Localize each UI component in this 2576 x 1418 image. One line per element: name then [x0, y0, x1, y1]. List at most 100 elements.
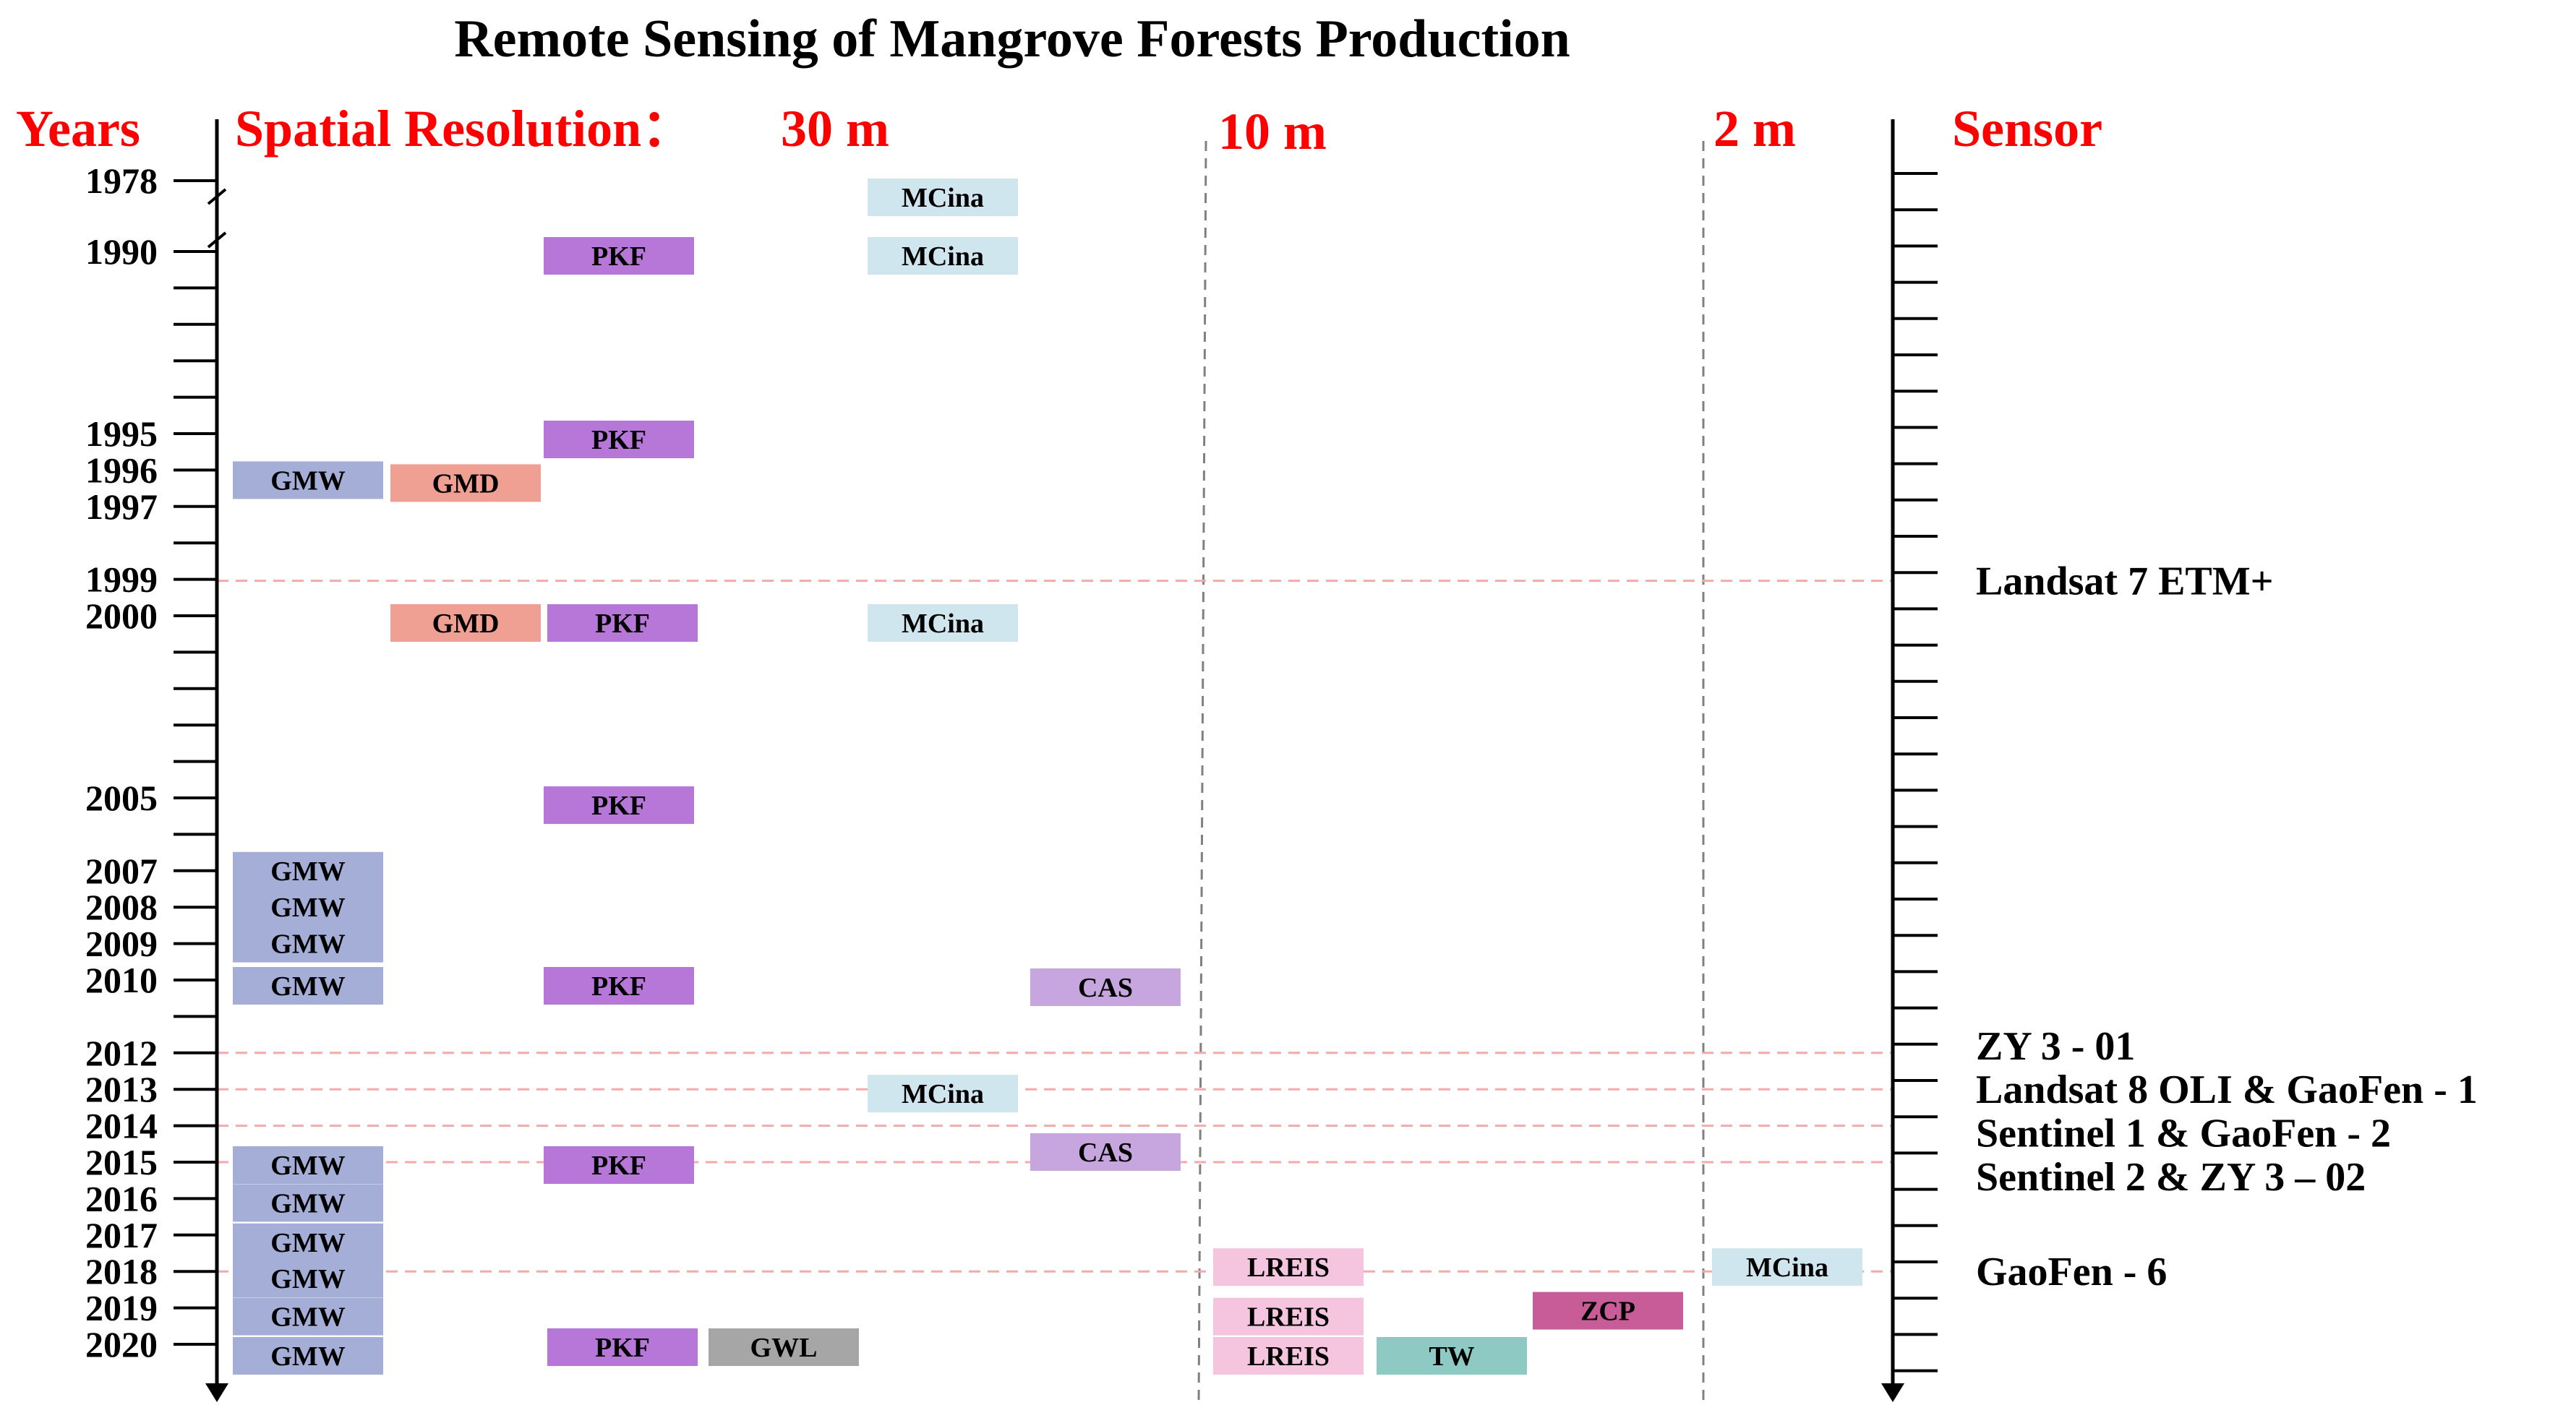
dataset-box-label: GMW: [270, 1188, 345, 1219]
dataset-box-mcina: MCina: [868, 1075, 1018, 1113]
dataset-box-fill: [233, 1260, 383, 1298]
dataset-box-fill: [233, 1337, 383, 1375]
year-label: 1999: [85, 559, 158, 600]
dataset-box-zcp: ZCP: [1533, 1292, 1683, 1330]
dataset-box-gmw: GMW: [233, 1146, 383, 1184]
dataset-box-label: GMW: [270, 1264, 345, 1294]
dataset-box-label: GMW: [270, 1302, 345, 1333]
dataset-box-fill: [547, 1328, 698, 1366]
year-label: 2009: [85, 924, 158, 964]
sensor-label: Sentinel 2 & ZY 3 – 02: [1976, 1155, 2366, 1200]
dataset-box-label: GMW: [270, 1151, 345, 1181]
dataset-box-fill: [233, 461, 383, 499]
dataset-box-pkf: PKF: [544, 967, 694, 1005]
dataset-box-gmw: GMW: [233, 1297, 383, 1336]
year-label: 2000: [85, 596, 158, 636]
years-axis: [174, 119, 228, 1402]
sensor-label: Sentinel 1 & GaoFen - 2: [1976, 1112, 2391, 1156]
dataset-box-label: CAS: [1078, 973, 1133, 1003]
year-label: 1978: [85, 160, 158, 201]
year-label: 2007: [85, 851, 158, 891]
dataset-box-pkf: PKF: [544, 237, 694, 275]
dataset-box-fill: [868, 237, 1018, 275]
dataset-box-gmw: GMW: [233, 1337, 383, 1375]
dataset-box-fill: [233, 1184, 383, 1222]
dataset-box-fill: [390, 464, 541, 502]
sensor-label: GaoFen - 6: [1976, 1250, 2167, 1294]
year-label: 2016: [85, 1178, 158, 1219]
year-label: 1995: [85, 413, 158, 454]
dataset-box-gmw: GMW: [233, 1223, 383, 1261]
diagram-title: Remote Sensing of Mangrove Forests Produ…: [454, 9, 1570, 69]
dataset-box-label: GMD: [432, 609, 500, 639]
dataset-box-label: ZCP: [1580, 1297, 1635, 1327]
dataset-box-label: MCina: [902, 609, 984, 639]
dataset-box-lreis: LREIS: [1213, 1337, 1364, 1375]
dataset-box-fill: [233, 1146, 383, 1184]
year-label: 2019: [85, 1288, 158, 1328]
dataset-box-label: PKF: [595, 1333, 650, 1363]
year-label: 2012: [85, 1033, 158, 1073]
dataset-box-label: PKF: [591, 425, 646, 455]
year-label: 2014: [85, 1106, 158, 1146]
dataset-box-cas: CAS: [1030, 1133, 1181, 1171]
dataset-box-fill: [233, 924, 383, 963]
sensor-axis-arrow: [1881, 1383, 1904, 1402]
dataset-box-fill: [544, 421, 694, 458]
dataset-box-fill: [1030, 1133, 1181, 1171]
dataset-box-label: PKF: [591, 791, 646, 821]
dataset-box-fill: [544, 1146, 694, 1184]
dataset-box-fill: [1533, 1292, 1683, 1330]
dataset-box-pkf: PKF: [544, 421, 694, 458]
dataset-box-cas: CAS: [1030, 968, 1181, 1006]
dataset-box-fill: [233, 851, 383, 890]
year-label: 2005: [85, 778, 158, 818]
sensor-header: Sensor: [1952, 100, 2102, 158]
dataset-box-label: CAS: [1078, 1138, 1133, 1168]
sensor-label: Landsat 7 ETM+: [1976, 559, 2274, 604]
dataset-box-label: TW: [1429, 1341, 1474, 1372]
dataset-box-label: GMW: [270, 856, 345, 887]
resolution-30m-header: 30 m: [781, 100, 889, 158]
dataset-box-fill: [547, 604, 698, 642]
dataset-box-label: PKF: [591, 1151, 646, 1181]
dataset-box-label: PKF: [591, 971, 646, 1002]
dataset-box-fill: [1213, 1297, 1364, 1336]
year-label: 2018: [85, 1251, 158, 1292]
dataset-box-label: MCina: [902, 183, 984, 213]
dataset-box-fill: [233, 967, 383, 1005]
dataset-box-label: GWL: [750, 1333, 818, 1363]
dataset-box-fill: [1213, 1337, 1364, 1375]
dataset-box-lreis: LREIS: [1213, 1297, 1364, 1336]
dataset-box-fill: [709, 1328, 859, 1366]
dataset-box-fill: [868, 604, 1018, 642]
dataset-box-label: GMW: [270, 1228, 345, 1258]
dataset-box-label: GMW: [270, 929, 345, 960]
dataset-box-fill: [390, 604, 541, 642]
axis-break-mark: [207, 188, 227, 205]
years-axis-arrow: [205, 1383, 228, 1402]
dataset-box-lreis: LREIS: [1213, 1248, 1364, 1286]
resolution-10m-header: 10 m: [1218, 103, 1327, 160]
spatial-resolution-header: Spatial Resolution：: [235, 100, 693, 158]
dataset-box-fill: [544, 967, 694, 1005]
year-label: 2010: [85, 960, 158, 1000]
resolution-2m-header: 2 m: [1713, 100, 1796, 158]
dataset-box-label: PKF: [591, 241, 646, 272]
axis-break-mark: [207, 231, 227, 249]
dataset-boxes: MCina PKF MCina PKF GMW GMD GMD PKF MCina PKF GMW G…: [233, 179, 1862, 1375]
sensor-axis: [1881, 119, 1938, 1402]
dataset-box-pkf: PKF: [547, 1328, 698, 1366]
dataset-box-fill: [1712, 1248, 1862, 1286]
dataset-box-label: GMW: [270, 971, 345, 1002]
dataset-box-pkf: PKF: [544, 786, 694, 824]
year-label: 1996: [85, 450, 158, 490]
dataset-box-gmw: GMW: [233, 851, 383, 890]
divider-10m: [1197, 140, 1207, 1406]
dataset-box-gmd: GMD: [390, 604, 541, 642]
dataset-box-gmd: GMD: [390, 464, 541, 502]
year-label: 2020: [85, 1324, 158, 1365]
